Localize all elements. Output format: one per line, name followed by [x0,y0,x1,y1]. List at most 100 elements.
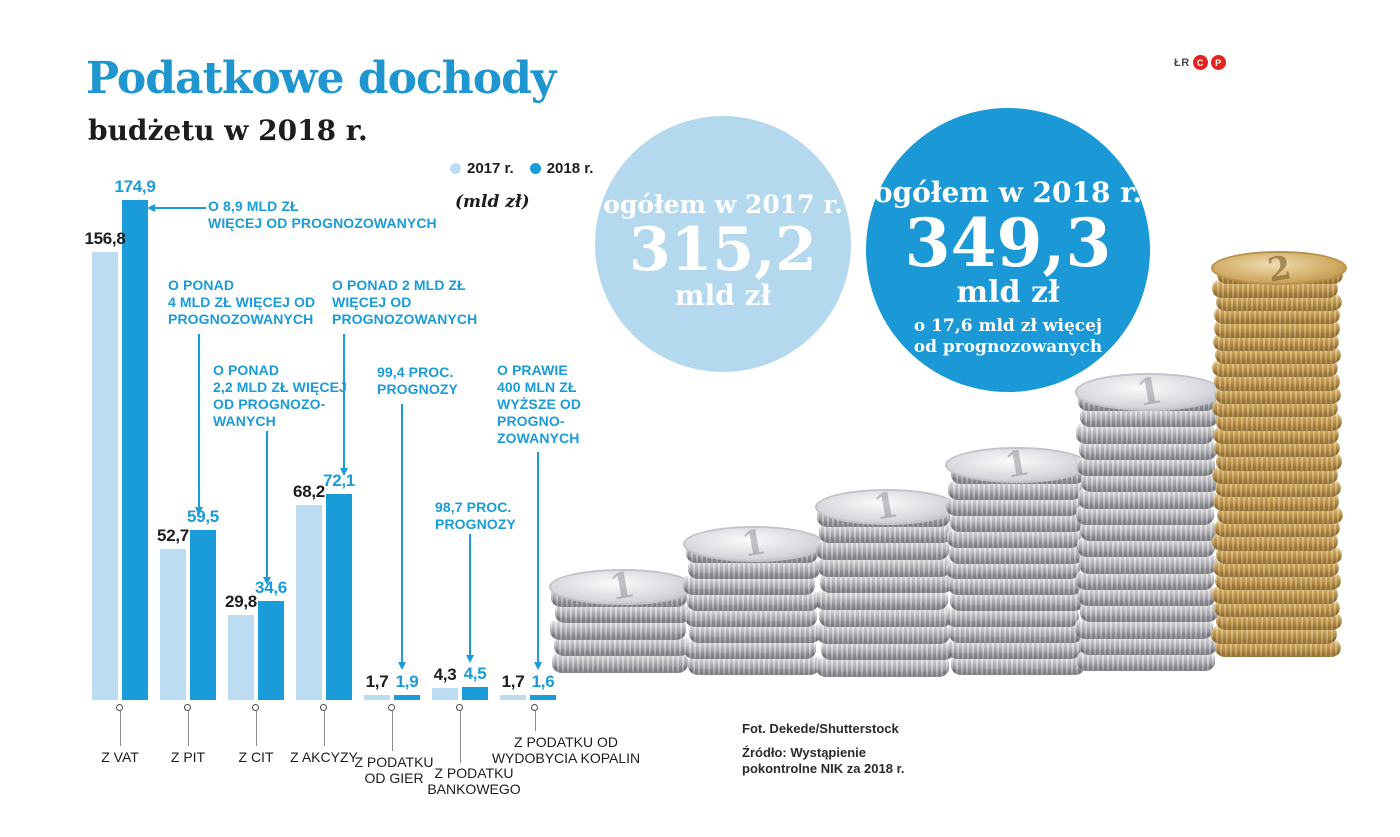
coin [948,478,1082,500]
coin [945,606,1079,628]
coin [1079,552,1217,574]
coin [1080,601,1218,623]
category-label-2: Z CIT [238,749,274,765]
coin [947,526,1081,548]
annotation-arrowhead-3 [339,468,348,476]
category-label-5: Z PODATKU BANKOWEGO [427,765,521,797]
category-connector-line-6 [534,711,536,731]
annotation-line-0 [155,207,206,209]
bar-2017-2 [228,614,254,700]
coin [821,638,954,661]
category-connector-line-3 [323,711,325,746]
value-label-2017-2: 29,8 [225,591,257,611]
coin-face: 2 [1211,247,1347,289]
coin [950,510,1084,532]
value-label-2018-1: 59,5 [187,506,219,526]
category-connector-line-2 [255,711,257,746]
value-label-2017-3: 68,2 [293,482,325,502]
credits: Fot. Dekede/Shutterstock Źródło: Wystąpi… [742,721,905,777]
bar-2017-5 [432,687,458,700]
phonogram-badge: P [1210,55,1226,70]
annotation-line-2 [266,431,268,577]
coin [1078,487,1216,509]
annotation-line-4 [401,404,403,662]
annotation-text-2: O PONAD 2,2 MLD ZŁ WIĘCEJ OD PROGNOZO- W… [213,362,347,429]
coin [1079,633,1217,655]
bar-2018-3 [326,493,352,700]
coin [946,558,1080,580]
coin [550,618,686,640]
coin [554,634,690,657]
total-2018-label: ogółem w 2018 r. [873,176,1143,209]
author-initials: ŁR [1174,56,1190,69]
annotation-line-5 [469,534,471,655]
coin [949,542,1083,564]
category-connector-dot-6 [531,704,538,711]
source-credit: Źródło: Wystąpienie pokontrolne NIK za 2… [742,745,905,776]
annotation-arrowhead-4 [397,662,406,670]
coin [688,654,820,675]
coin [684,638,816,659]
coin [949,622,1083,644]
coin [951,654,1085,675]
coin [1214,372,1340,391]
coin [689,622,821,643]
coin [816,538,949,561]
coin [817,621,950,644]
total-2018-unit: mld zł [956,275,1060,310]
value-label-2017-0: 156,8 [84,228,126,248]
copyright-badge: C [1192,55,1208,70]
bar-2018-0 [122,199,148,700]
coin [1081,471,1219,493]
value-label-2018-4: 1,9 [395,671,419,691]
total-2017-unit: mld zł [674,279,772,312]
chart-legend: 2017 r. 2018 r. [450,160,593,177]
coin [1076,568,1214,590]
coin [1077,454,1215,477]
annotation-text-1: O PONAD 4 MLD ZŁ WIĘCEJ OD PROGNOZOWANYC… [168,277,316,327]
category-connector-dot-5 [456,704,463,711]
annotation-arrowhead-5 [465,655,474,663]
coin [1080,519,1218,542]
page-title: Podatkowe dochody [86,53,556,104]
coin [815,588,948,611]
coin [555,601,691,624]
coin [950,590,1084,612]
value-label-2018-6: 1,6 [531,672,555,692]
category-connector-dot-4 [388,704,395,711]
legend-dot-2018-icon [529,163,541,174]
coin [947,638,1081,660]
annotation-text-6: O PRAWIE 400 MLN ZŁ WYŻSZE OD PROGNO- ZO… [497,362,582,446]
category-connector-dot-3 [320,704,327,711]
coin [685,606,817,627]
category-connector-dot-0 [116,704,123,711]
bar-2017-6 [500,695,526,700]
coin [816,655,949,677]
coin [1077,536,1215,558]
page-subtitle: budżetu w 2018 r. [88,114,368,147]
annotation-arrowhead-6 [533,662,542,670]
bar-2018-5 [462,687,488,700]
coin [818,555,951,577]
category-label-6: Z PODATKU OD WYDOBYCIA KOPALIN [491,734,641,766]
legend-dot-2017-icon [450,163,461,174]
coin [1078,584,1216,607]
annotation-text-5: 98,7 PROC. PROGNOZY [435,499,516,532]
annotation-line-6 [537,452,539,662]
total-2018-circle: ogółem w 2018 r. 349,3 mld zł o 17,6 mld… [866,108,1150,392]
annotation-text-3: O PONAD 2 MLD ZŁ WIĘCEJ OD PROGNOZOWANYC… [332,277,478,327]
bar-2017-4 [364,695,390,700]
bar-2017-3 [296,505,322,700]
coin-face: 1 [549,565,695,609]
value-label-2017-1: 52,7 [157,526,189,546]
category-label-3: Z AKCYZY [290,749,358,765]
coin [552,651,688,673]
coin [1079,438,1217,460]
total-2017-value: 315,2 [629,215,817,285]
annotation-arrowhead-2 [262,577,271,585]
legend-label-2017: 2017 r. [467,160,514,177]
value-label-2017-6: 1,7 [501,672,525,692]
